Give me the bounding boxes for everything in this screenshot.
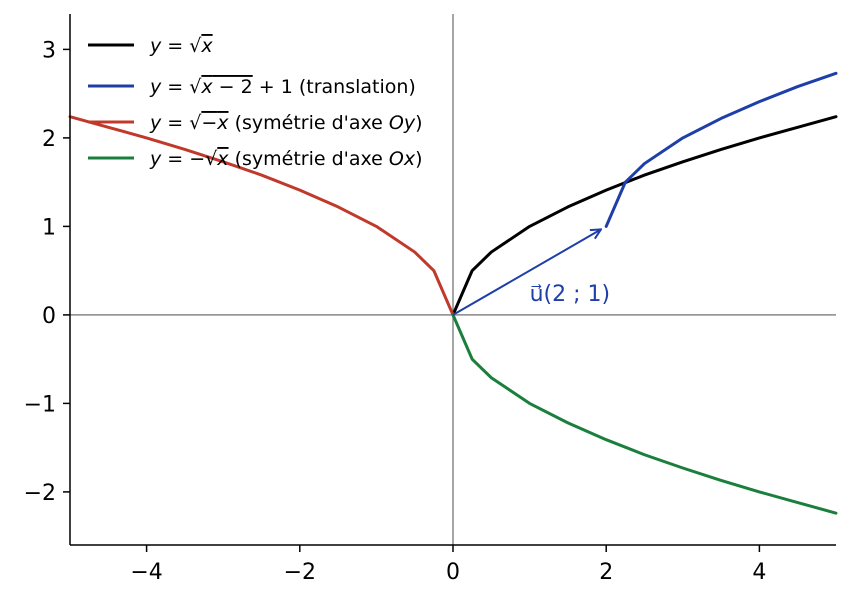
legend-item-symmetry-oy: y = √−x (symétrie d'axe Oy) — [88, 112, 423, 134]
series-line-symmetry-ox — [451, 313, 838, 515]
y-tick-label: −1 — [24, 392, 56, 417]
x-axis-ticks: −4 −2 0 2 4 — [130, 545, 766, 585]
y-tick-label: 0 — [42, 304, 56, 329]
y-tick-label: 3 — [42, 38, 56, 63]
legend-item-symmetry-ox: y = −√x (symétrie d'axe Ox) — [88, 148, 423, 170]
legend-label: y = √x — [149, 35, 213, 57]
x-tick-label: 2 — [599, 560, 613, 585]
legend-item-translation: y = √x − 2 + 1 (translation) — [88, 76, 416, 98]
series-line-sqrt — [451, 115, 838, 317]
x-tick-label: −2 — [284, 560, 316, 585]
x-tick-label: −4 — [130, 560, 162, 585]
y-tick-label: 1 — [42, 215, 56, 240]
y-tick-label: 2 — [42, 127, 56, 152]
translation-vector-label: u⃗(2 ; 1) — [530, 282, 611, 307]
legend-item-sqrt: y = √x — [88, 35, 213, 57]
legend-label: y = √x − 2 + 1 (translation) — [149, 76, 416, 98]
y-tick-label: −2 — [24, 481, 56, 506]
series-line-translation — [604, 71, 838, 228]
series-layer — [68, 71, 838, 515]
translation-vector-arrow — [452, 229, 601, 316]
legend-label: y = −√x (symétrie d'axe Ox) — [149, 148, 423, 170]
legend: y = √x y = √x − 2 + 1 (translation) y = … — [88, 35, 423, 170]
legend-label: y = √−x (symétrie d'axe Oy) — [149, 112, 423, 134]
x-tick-label: 4 — [752, 560, 766, 585]
series-line-symmetry-oy — [68, 115, 455, 317]
y-axis-ticks: −2 −1 0 1 2 3 — [24, 38, 70, 506]
x-tick-label: 0 — [446, 560, 460, 585]
